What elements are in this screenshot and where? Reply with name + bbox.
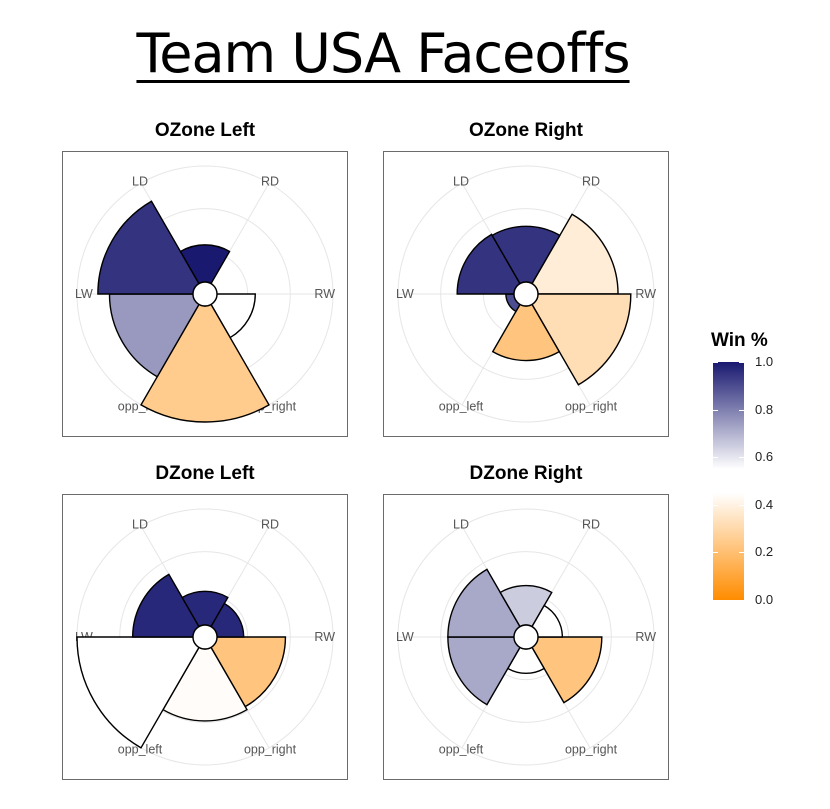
legend-tick-label: 0.2 (755, 544, 774, 560)
axis-label-rd: RD (261, 517, 279, 531)
axis-label-opp-left: opp_left (118, 743, 163, 757)
legend-tick-mark (713, 409, 718, 411)
axis-label-rw: RW (314, 287, 335, 301)
sector-ld (97, 200, 200, 295)
axis-label-rd: RD (261, 174, 279, 188)
axis-label-opp-left: opp_left (439, 400, 484, 414)
legend-tick-mark (713, 552, 718, 554)
panel-1: RW opp_right opp_left LW LD RD (383, 151, 669, 437)
legend-tick-label: 0.0 (755, 592, 774, 607)
legend-tick-mark (713, 600, 718, 601)
panel-title-2: DZone Left (155, 463, 255, 484)
axis-label-lw: LW (396, 287, 414, 301)
panel-0: RW opp_right opp_left LW LD RD (62, 151, 348, 437)
legend-colorbar (713, 362, 744, 600)
panel-title-1: OZone Right (469, 120, 583, 141)
legend-tick-mark (739, 457, 744, 459)
polar-plot-3: RW opp_right opp_left LW LD RD (396, 508, 656, 766)
legend-tick-mark (739, 362, 744, 363)
legend-tick-label: 1.0 (755, 354, 774, 369)
axis-label-opp-right: opp_right (565, 400, 618, 414)
center-hole (513, 281, 539, 307)
legend-tick-mark (739, 504, 744, 506)
axis-label-ld: LD (453, 517, 469, 531)
axis-label-rw: RW (635, 630, 656, 644)
axis-label-rw: RW (314, 630, 335, 644)
center-hole (192, 624, 218, 650)
sector-lw (447, 636, 521, 706)
axis-label-lw: LW (396, 630, 414, 644)
center-hole (513, 624, 539, 650)
axis-label-opp-right: opp_right (244, 743, 297, 757)
polar-plot-1: RW opp_right opp_left LW LD RD (396, 165, 656, 423)
legend-tick-mark (739, 409, 744, 411)
legend-tick-label: 0.8 (755, 401, 774, 417)
panel-title-3: DZone Right (469, 463, 583, 484)
chart-main-title: Team USA Faceoffs (136, 22, 630, 85)
center-hole (192, 281, 218, 307)
axis-label-opp-left: opp_left (439, 743, 484, 757)
legend-tick-mark (713, 504, 718, 506)
axis-label-rw: RW (635, 287, 656, 301)
legend-tick-mark (739, 552, 744, 554)
legend-title: Win % (711, 330, 768, 351)
legend-tick-label: 0.6 (755, 449, 774, 465)
axis-label-rd: RD (582, 517, 600, 531)
legend-tick-mark (739, 600, 744, 601)
legend-tick-label: 0.4 (755, 496, 774, 512)
axis-label-ld: LD (132, 174, 148, 188)
axis-label-ld: LD (132, 517, 148, 531)
axis-label-lw: LW (75, 287, 93, 301)
axis-label-ld: LD (453, 174, 469, 188)
axis-label-rd: RD (582, 174, 600, 188)
panel-3: RW opp_right opp_left LW LD RD (383, 494, 669, 780)
axis-label-opp-right: opp_right (565, 743, 618, 757)
legend-tick-mark (713, 362, 718, 363)
panel-title-0: OZone Left (154, 120, 256, 141)
legend-tick-mark (713, 457, 718, 459)
